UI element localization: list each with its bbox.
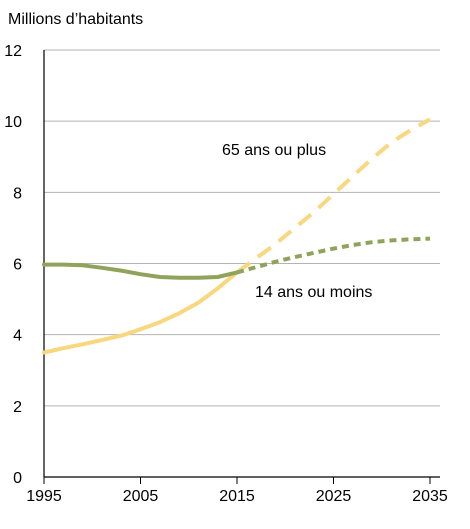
annotation-65-ans-ou-plus: 65 ans ou plus xyxy=(222,142,326,159)
series-line-65-ans-ou-plus-actual xyxy=(42,270,239,355)
series-line-14-ans-ou-moins-actual xyxy=(42,262,239,280)
y-tick-label-0: 0 xyxy=(13,470,22,487)
x-tick-label-2035: 2035 xyxy=(412,488,448,505)
x-tick-label-2025: 2025 xyxy=(316,488,352,505)
x-tick-labels: 1995 2005 2015 2025 2035 xyxy=(26,488,448,505)
y-tick-label-12: 12 xyxy=(4,43,22,60)
series-lines xyxy=(42,117,431,355)
y-tick-label-8: 8 xyxy=(13,185,22,202)
y-tick-label-6: 6 xyxy=(13,257,22,274)
y-tick-label-2: 2 xyxy=(13,399,22,416)
y-axis-unit-label: Millions d’habitants xyxy=(8,11,143,28)
annotation-14-ans-ou-moins: 14 ans ou moins xyxy=(255,284,372,301)
y-tick-label-4: 4 xyxy=(13,328,22,345)
y-tick-labels: 0 2 4 6 8 10 12 xyxy=(4,43,22,487)
y-tick-label-10: 10 xyxy=(4,114,22,131)
series-line-65-ans-ou-plus-projection xyxy=(235,117,431,275)
x-tick-label-1995: 1995 xyxy=(26,488,62,505)
x-tick-label-2015: 2015 xyxy=(219,488,255,505)
gridlines xyxy=(43,49,440,484)
x-tick-label-2005: 2005 xyxy=(123,488,159,505)
series-line-14-ans-ou-moins-projection xyxy=(236,236,431,275)
